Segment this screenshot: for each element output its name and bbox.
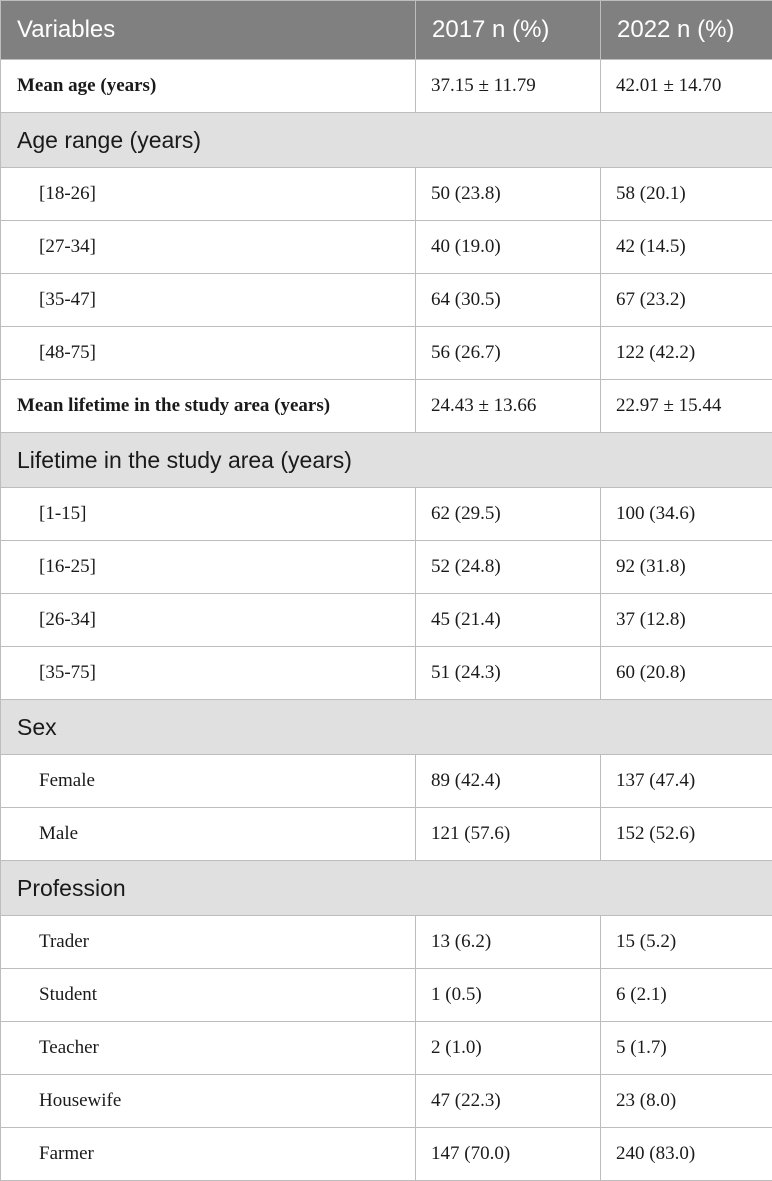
value-2022: 100 (34.6): [600, 487, 772, 541]
row-label: [16-25]: [0, 540, 416, 594]
row-label: [26-34]: [0, 593, 416, 647]
table-row: [26-34] 45 (21.4) 37 (12.8): [0, 593, 772, 647]
row-label: Teacher: [0, 1021, 416, 1075]
section-label: Lifetime in the study area (years): [0, 432, 772, 488]
row-label: Student: [0, 968, 416, 1022]
section-header-row: Lifetime in the study area (years): [0, 432, 772, 488]
table-header: Variables 2017 n (%) 2022 n (%): [0, 0, 772, 60]
value-2017: 2 (1.0): [415, 1021, 601, 1075]
value-2017: 89 (42.4): [415, 754, 601, 808]
header-row: Variables 2017 n (%) 2022 n (%): [0, 0, 772, 60]
value-2022: 240 (83.0): [600, 1127, 772, 1181]
table-row: Teacher 2 (1.0) 5 (1.7): [0, 1021, 772, 1075]
section-label: Profession: [0, 860, 772, 916]
value-2017: 52 (24.8): [415, 540, 601, 594]
value-2022: 22.97 ± 15.44: [600, 379, 772, 433]
summary-row: Mean lifetime in the study area (years) 2…: [0, 379, 772, 433]
row-label: [1-15]: [0, 487, 416, 541]
value-2017: 50 (23.8): [415, 167, 601, 221]
table-row: [35-75] 51 (24.3) 60 (20.8): [0, 646, 772, 700]
value-2017: 56 (26.7): [415, 326, 601, 380]
header-2022: 2022 n (%): [600, 0, 772, 60]
row-label: [35-47]: [0, 273, 416, 327]
value-2017: 13 (6.2): [415, 915, 601, 969]
value-2017: 40 (19.0): [415, 220, 601, 274]
row-label: Housewife: [0, 1074, 416, 1128]
value-2022: 137 (47.4): [600, 754, 772, 808]
section-header-row: Sex: [0, 699, 772, 755]
header-variables: Variables: [0, 0, 416, 60]
value-2017: 121 (57.6): [415, 807, 601, 861]
value-2017: 24.43 ± 13.66: [415, 379, 601, 433]
table-row: [27-34] 40 (19.0) 42 (14.5): [0, 220, 772, 274]
row-label: [18-26]: [0, 167, 416, 221]
table-row: Housewife 47 (22.3) 23 (8.0): [0, 1074, 772, 1128]
table-row: Student 1 (0.5) 6 (2.1): [0, 968, 772, 1022]
value-2017: 37.15 ± 11.79: [415, 59, 601, 113]
section-header-row: Profession: [0, 860, 772, 916]
row-label: [48-75]: [0, 326, 416, 380]
value-2022: 60 (20.8): [600, 646, 772, 700]
value-2022: 23 (8.0): [600, 1074, 772, 1128]
table-row: [35-47] 64 (30.5) 67 (23.2): [0, 273, 772, 327]
table-row: Female 89 (42.4) 137 (47.4): [0, 754, 772, 808]
value-2022: 6 (2.1): [600, 968, 772, 1022]
row-label: [35-75]: [0, 646, 416, 700]
row-label: Farmer: [0, 1127, 416, 1181]
value-2017: 1 (0.5): [415, 968, 601, 1022]
value-2017: 147 (70.0): [415, 1127, 601, 1181]
value-2022: 42 (14.5): [600, 220, 772, 274]
table-row: [48-75] 56 (26.7) 122 (42.2): [0, 326, 772, 380]
value-2017: 62 (29.5): [415, 487, 601, 541]
value-2017: 51 (24.3): [415, 646, 601, 700]
value-2017: 47 (22.3): [415, 1074, 601, 1128]
table-row: [1-15] 62 (29.5) 100 (34.6): [0, 487, 772, 541]
value-2022: 5 (1.7): [600, 1021, 772, 1075]
row-label: Mean age (years): [0, 59, 416, 113]
table-row: Trader 13 (6.2) 15 (5.2): [0, 915, 772, 969]
header-2017: 2017 n (%): [415, 0, 601, 60]
value-2022: 67 (23.2): [600, 273, 772, 327]
table-body: Mean age (years) 37.15 ± 11.79 42.01 ± 14.…: [0, 59, 772, 1181]
row-label: Mean lifetime in the study area (years): [0, 379, 416, 433]
row-label: [27-34]: [0, 220, 416, 274]
value-2017: 45 (21.4): [415, 593, 601, 647]
value-2022: 37 (12.8): [600, 593, 772, 647]
section-label: Sex: [0, 699, 772, 755]
summary-row: Mean age (years) 37.15 ± 11.79 42.01 ± 14.…: [0, 59, 772, 113]
value-2017: 64 (30.5): [415, 273, 601, 327]
value-2022: 122 (42.2): [600, 326, 772, 380]
value-2022: 152 (52.6): [600, 807, 772, 861]
value-2022: 15 (5.2): [600, 915, 772, 969]
value-2022: 42.01 ± 14.70: [600, 59, 772, 113]
table-row: [18-26] 50 (23.8) 58 (20.1): [0, 167, 772, 221]
row-label: Trader: [0, 915, 416, 969]
table-row: [16-25] 52 (24.8) 92 (31.8): [0, 540, 772, 594]
section-label: Age range (years): [0, 112, 772, 168]
table-row: Farmer 147 (70.0) 240 (83.0): [0, 1127, 772, 1181]
value-2022: 58 (20.1): [600, 167, 772, 221]
section-header-row: Age range (years): [0, 112, 772, 168]
table-row: Male 121 (57.6) 152 (52.6): [0, 807, 772, 861]
row-label: Female: [0, 754, 416, 808]
value-2022: 92 (31.8): [600, 540, 772, 594]
row-label: Male: [0, 807, 416, 861]
